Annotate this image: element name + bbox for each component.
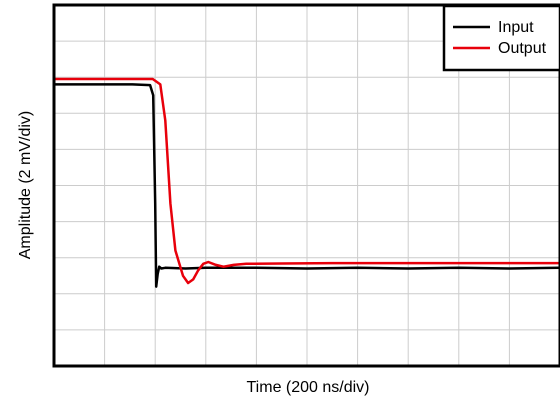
legend-box xyxy=(442,4,560,72)
plot-frame xyxy=(52,3,560,368)
legend-label-input: Input xyxy=(498,19,534,36)
series-line-output xyxy=(54,77,560,285)
legend: Input Output xyxy=(442,4,560,72)
y-axis-label: Amplitude (2 mV/div) xyxy=(17,111,34,260)
x-axis-label: Time (200 ns/div) xyxy=(247,379,370,396)
series-line-input xyxy=(54,83,560,288)
legend-label-output: Output xyxy=(498,40,547,57)
grid xyxy=(54,5,560,366)
series-layer xyxy=(54,77,560,288)
